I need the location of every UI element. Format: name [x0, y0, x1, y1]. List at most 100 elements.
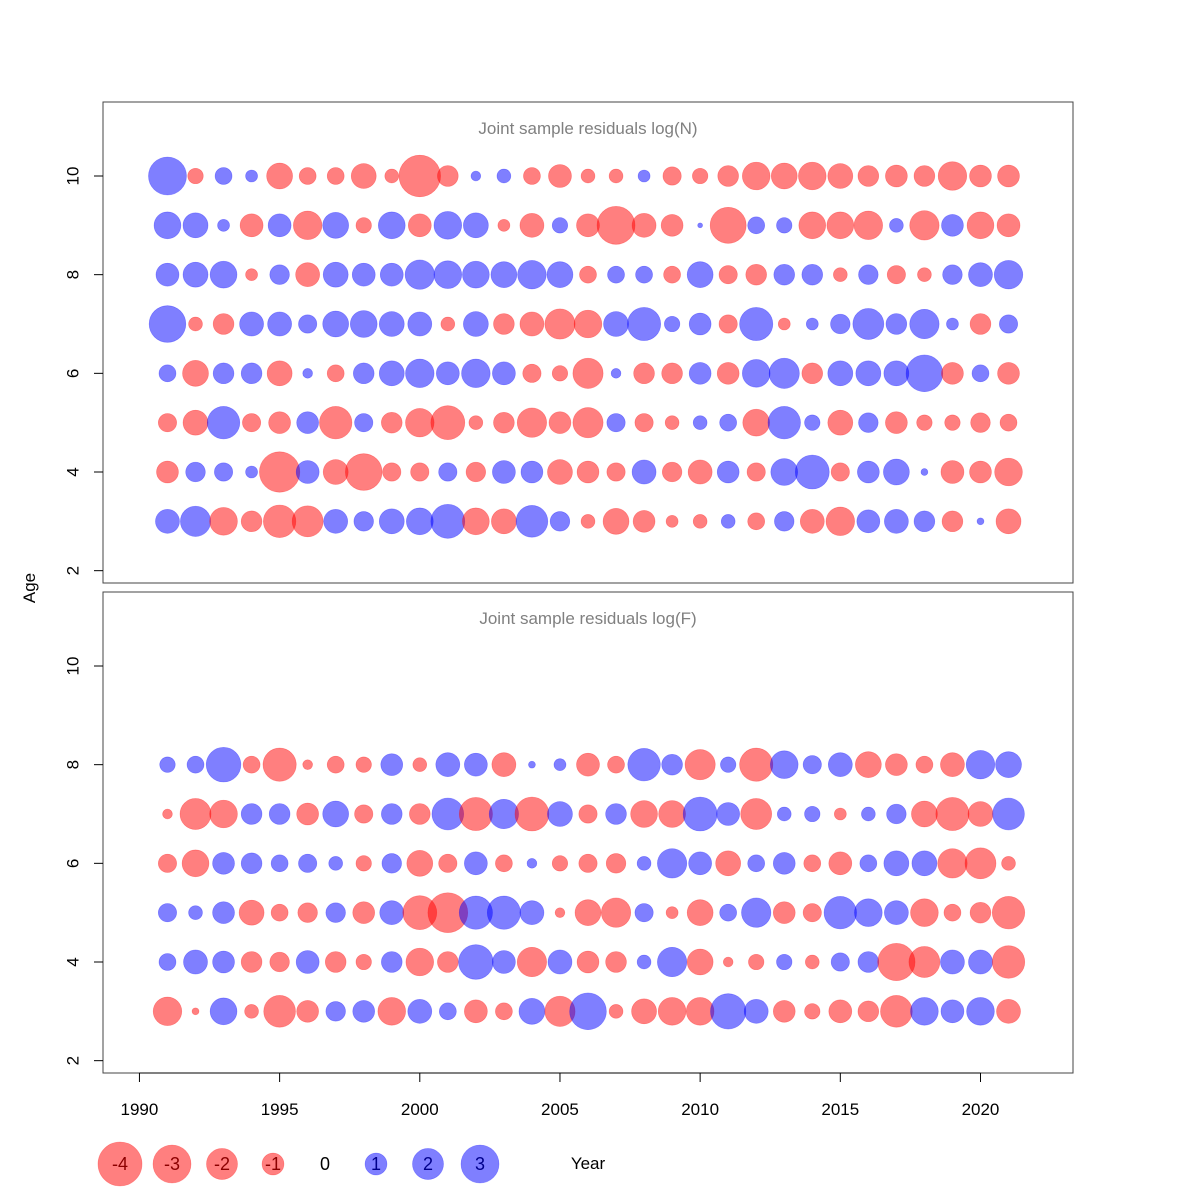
residual-bubble: 2009, age 10: -0.7 [662, 166, 682, 186]
residual-bubble: 2013, age 10: -1.4 [770, 162, 798, 190]
residual-bubble: 1993, age 7: -0.9 [212, 313, 235, 335]
legend-label: -1 [265, 1154, 281, 1174]
residual-bubble: 1996, age 9: -1.7 [293, 210, 323, 240]
residual-bubble: 2001, age 6: 1.1 [436, 361, 460, 386]
residual-bubble: 2000, age 4: -1.6 [405, 947, 434, 977]
residual-bubble: 2017, age 7: 0.8 [886, 803, 907, 825]
residual-bubble: 1995, age 6: 0.6 [270, 854, 289, 873]
y-tick-label: 6 [64, 369, 83, 378]
residual-bubble: 1999, age 4: 0.9 [381, 951, 403, 973]
residual-bubble: 1991, age 6: 0.6 [158, 364, 177, 383]
residual-bubble: 2001, age 5: -2.4 [430, 405, 466, 440]
residual-bubble: 1995, age 3: -2.2 [263, 504, 297, 538]
residual-bubble: 2014, age 10: -1.6 [798, 161, 827, 191]
residual-bubble: 2018, age 8: -0.4 [917, 267, 932, 282]
residual-bubble: 2020, age 6: 0.6 [971, 364, 990, 383]
legend-label: 2 [423, 1154, 433, 1174]
residual-bubble: 2004, age 5: -1.8 [516, 407, 547, 438]
residual-bubble: 1993, age 4: 1 [212, 950, 235, 974]
residual-bubble: 2001, age 4: -0.9 [437, 951, 459, 973]
residual-bubble: 2020, age 6: -2 [964, 847, 997, 880]
residual-bubble: 1997, age 6: 0.4 [328, 856, 343, 871]
residual-bubble: 1996, age 6: 0.2 [302, 368, 313, 379]
residual-bubble: 2020, age 9: -1.5 [966, 211, 995, 240]
residual-bubble: 2011, age 6: -1 [716, 362, 740, 385]
residual-bubble: 1999, age 3: 1.3 [378, 508, 405, 535]
residual-bubble: 1999, age 3: -1.6 [377, 997, 406, 1026]
residual-bubble: 1999, age 5: -0.9 [381, 411, 403, 434]
residual-bubble: 1996, age 10: -0.6 [298, 167, 317, 185]
residual-bubble: 2014, age 4: 2.4 [794, 454, 830, 490]
residual-bubble: 1998, age 7: -0.7 [354, 804, 374, 824]
residual-bubble: 1995, age 8: 0.8 [269, 264, 290, 285]
residual-bubble: 2016, age 5: 1.6 [854, 898, 883, 927]
residual-bubble: 1996, age 4: 1.1 [295, 950, 320, 974]
y-axis-label: Age [20, 573, 39, 603]
residual-bubble: 2018, age 8: -0.6 [915, 755, 934, 774]
x-tick-label: 1995 [261, 1100, 299, 1119]
residual-bubble: 1995, age 5: -0.6 [270, 903, 289, 922]
residual-bubble: 2013, age 7: -0.3 [777, 317, 791, 331]
residual-bubble: 2005, age 6: -0.5 [551, 365, 569, 382]
residual-bubble: 2009, age 5: -0.4 [664, 415, 680, 430]
x-axis: 1990 1995 2000 2005 2010 2015 2020 [121, 1072, 1000, 1119]
residual-bubble: 2021, age 7: 0.7 [999, 314, 1018, 334]
residual-bubble: 2011, age 7: 1.1 [716, 802, 740, 826]
residual-bubble: 2014, age 3: -1.2 [799, 509, 825, 534]
residual-bubble: 2015, age 10: -1.3 [827, 163, 854, 189]
residual-bubble: 2016, age 7: 2 [852, 308, 885, 340]
residual-bubble: 2019, age 8: -1.2 [940, 752, 965, 777]
residual-bubble: 1998, age 5: 0.7 [354, 413, 374, 433]
residual-bubble: 2004, age 8: 0.1 [528, 760, 536, 769]
residual-bubble: 2006, age 7: -1.6 [573, 309, 603, 339]
residual-bubble: 1998, age 9: -0.5 [355, 217, 372, 234]
residual-bubble: 2007, age 7: 0.9 [605, 803, 627, 825]
residual-bubble: 2016, age 8: -1.4 [855, 751, 882, 778]
residual-bubble: 2006, age 3: 2.8 [569, 992, 607, 1030]
y-tick-label: 4 [64, 957, 83, 966]
legend-bubble [364, 1152, 388, 1176]
residual-bubble: 2012, age 8: -2.3 [739, 747, 774, 782]
residual-bubble: 2016, age 10: -0.9 [857, 165, 880, 187]
residual-bubble: 2005, age 4: -1.3 [547, 459, 573, 485]
residual-bubble: 1995, age 7: 1.2 [267, 311, 292, 337]
residual-bubble: 1992, age 10: -0.5 [187, 167, 204, 185]
residual-bubble: 2019, age 7: -2.3 [935, 797, 970, 831]
residual-bubble: 2018, age 4: 0.1 [920, 468, 929, 476]
residual-bubble: 2020, age 7: -0.9 [969, 313, 992, 335]
residual-bubble: 2015, age 7: -0.3 [834, 807, 847, 821]
residual-bubble: 2005, age 6: -0.5 [551, 855, 569, 872]
residual-bubble: 2005, age 7: -1.9 [544, 308, 576, 340]
residual-bubble: 2015, age 5: 2.2 [823, 896, 857, 930]
residual-bubble: 2019, age 6: -1 [941, 362, 964, 385]
residual-bubble: 2021, age 4: -2.2 [991, 945, 1026, 979]
residual-bubble: 2011, age 4: 1 [716, 460, 740, 484]
residual-bubble: 1998, age 3: 0.8 [353, 511, 374, 532]
residual-bubble: 2016, age 3: 1.1 [856, 509, 881, 534]
residual-bubble: 2001, age 10: -0.9 [437, 165, 459, 187]
residual-bubble: 2018, age 7: 1.8 [909, 308, 940, 340]
residual-bubble: 2008, age 7: -1.5 [630, 800, 658, 828]
residual-bubble: 2011, age 3: 2.6 [710, 993, 747, 1030]
residual-bubble: 2014, age 3: -0.5 [804, 1003, 821, 1020]
residual-bubble: 2007, age 3: -0.4 [608, 1004, 624, 1019]
residual-bubble: 2004, age 4: -1.8 [516, 946, 547, 978]
residual-bubble: 2019, age 10: -1.7 [937, 161, 968, 191]
residual-bubble: 2013, age 6: 1 [772, 852, 796, 875]
residual-bubble: 2013, age 4: 1.5 [770, 458, 798, 486]
x-tick-label: 2020 [962, 1100, 1000, 1119]
residual-bubble: 2017, age 3: -2.1 [880, 995, 913, 1028]
residual-bubble: 2006, age 5: -1.9 [572, 407, 604, 439]
residual-bubble: 2005, age 8: 0.3 [553, 758, 567, 771]
residual-bubble: 1991, age 6: -0.7 [158, 853, 177, 873]
residual-bubble: 2014, age 6: -0.6 [803, 854, 822, 873]
residual-bubble: 1994, age 7: 0.9 [240, 803, 263, 825]
residual-bubble: 2003, age 8: -1.2 [491, 752, 517, 777]
residual-bubble: 2019, age 8: 0.8 [942, 264, 963, 285]
residual-bubble: 2003, age 3: -0.6 [495, 1002, 513, 1021]
residual-bubble: 2017, age 6: 1.3 [883, 360, 910, 387]
panel-log-f: Joint sample residuals log(F) 2 4 6 8 10 1991,… [64, 591, 1074, 1074]
residual-bubble: 1994, age 8: -0.3 [245, 268, 258, 281]
residual-bubble: 1997, age 3: 1.2 [323, 509, 349, 534]
residual-bubble: 1994, age 9: -1.1 [239, 213, 264, 238]
